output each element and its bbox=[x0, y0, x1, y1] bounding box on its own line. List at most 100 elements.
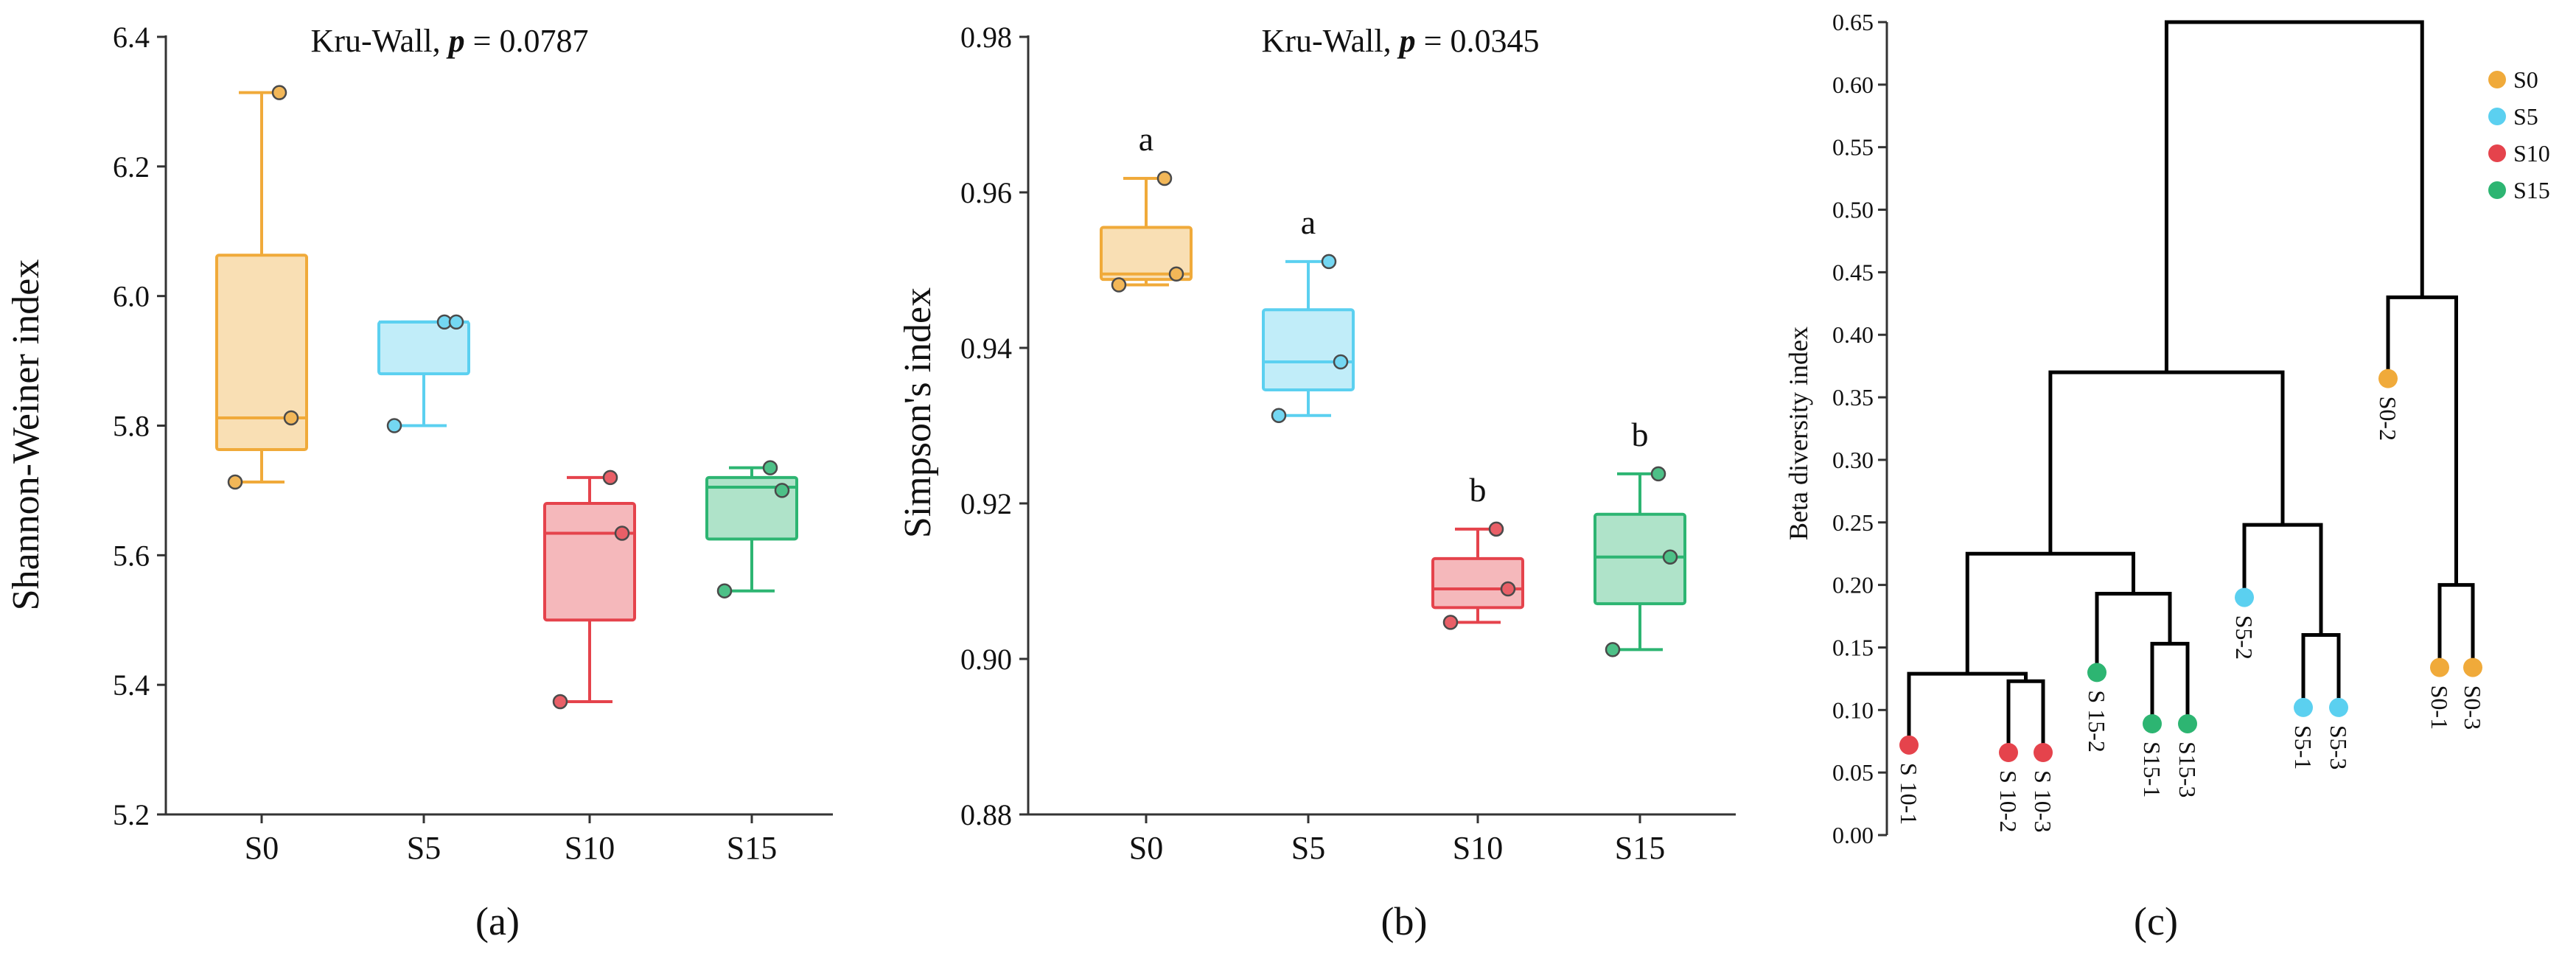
data-point bbox=[1650, 466, 1666, 482]
data-point bbox=[1271, 408, 1287, 424]
leaf-label: S 10-1 bbox=[1896, 763, 1922, 825]
y-tick-label: 0.35 bbox=[1832, 384, 1874, 411]
x-category-label: S10 bbox=[565, 830, 615, 866]
y-tick-label: 5.8 bbox=[113, 410, 150, 443]
y-tick-label: 6.2 bbox=[113, 150, 150, 184]
x-category-label: S0 bbox=[245, 830, 279, 866]
leaf-node-S0 bbox=[2463, 657, 2482, 677]
box-iqr bbox=[705, 475, 798, 541]
leaf-node-S10 bbox=[1999, 743, 2018, 763]
dendrogram-link bbox=[2386, 295, 2458, 585]
data-point bbox=[1605, 642, 1621, 657]
data-point bbox=[271, 85, 287, 100]
legend-label: S0 bbox=[2513, 66, 2538, 93]
x-category-label: S5 bbox=[407, 830, 441, 866]
y-tick-label: 0.98 bbox=[960, 21, 1012, 54]
leaf-node-S15 bbox=[2087, 663, 2106, 683]
y-tick-label: 5.2 bbox=[113, 798, 150, 831]
data-point bbox=[1500, 581, 1516, 597]
legend-marker-S5 bbox=[2488, 108, 2506, 125]
data-point bbox=[602, 469, 618, 486]
leaf-node-S15 bbox=[2143, 713, 2162, 733]
legend-marker-S10 bbox=[2488, 144, 2506, 162]
y-tick-label: 0.50 bbox=[1832, 197, 1874, 223]
y-tick-label: 0.15 bbox=[1832, 634, 1874, 660]
data-point bbox=[386, 418, 402, 433]
y-tick-label: 0.30 bbox=[1832, 447, 1874, 473]
leaf-node-S0 bbox=[2430, 657, 2449, 677]
data-point bbox=[774, 483, 790, 498]
legend-marker-S15 bbox=[2488, 181, 2506, 199]
dendrogram-link bbox=[2095, 591, 2172, 673]
leaf-label: S5-3 bbox=[2325, 725, 2352, 769]
panel-b-title: Kru-Wall, p = 0.0345 bbox=[1262, 23, 1540, 59]
data-point bbox=[552, 694, 568, 710]
data-point bbox=[1333, 354, 1349, 370]
leaf-label: S15-1 bbox=[2139, 741, 2165, 797]
dendrogram-link bbox=[2437, 583, 2475, 668]
dendrogram-link bbox=[2301, 632, 2341, 708]
y-tick-label: 0.65 bbox=[1832, 9, 1874, 35]
leaf-label: S5-2 bbox=[2231, 615, 2258, 660]
data-point bbox=[614, 526, 630, 541]
leaf-node-S5 bbox=[2329, 697, 2348, 717]
y-tick-label: 6.4 bbox=[113, 21, 150, 54]
y-tick-label: 0.60 bbox=[1832, 71, 1874, 98]
panel-c-letter: (c) bbox=[2134, 899, 2178, 943]
box-S15 bbox=[1594, 466, 1686, 657]
legend-marker-S0 bbox=[2488, 71, 2506, 88]
panel-c-dendrogram: Beta diversity index (c) 0.00 0.05 0.10 0.1… bbox=[1784, 9, 2550, 943]
data-point bbox=[448, 314, 464, 330]
leaf-label: S 10-2 bbox=[1995, 770, 2022, 832]
legend-label: S15 bbox=[2513, 177, 2550, 203]
significance-letter: b bbox=[1632, 416, 1649, 453]
leaf-label: S0-2 bbox=[2375, 397, 2401, 441]
box-S5 bbox=[1262, 254, 1355, 424]
leaf-node-S15 bbox=[2178, 713, 2197, 733]
data-point bbox=[1168, 266, 1184, 282]
box-iqr bbox=[1431, 556, 1524, 610]
dendrogram-link bbox=[1907, 671, 2028, 745]
y-tick-label: 0.55 bbox=[1832, 134, 1874, 161]
leaf-label: S 10-3 bbox=[2030, 770, 2056, 832]
dendrogram-link bbox=[2164, 20, 2424, 373]
significance-letter: b bbox=[1470, 471, 1487, 509]
panel-c-ylabel: Beta diversity index bbox=[1784, 327, 1813, 540]
panel-a-ylabel: Shannon-Weiner index bbox=[5, 259, 47, 611]
significance-letter: a bbox=[1139, 120, 1153, 158]
y-tick-label: 0.94 bbox=[960, 332, 1012, 365]
data-point bbox=[1488, 521, 1504, 537]
box-S0 bbox=[215, 85, 308, 490]
leaf-node-S5 bbox=[2294, 697, 2313, 717]
data-point bbox=[716, 583, 733, 598]
y-tick-label: 5.6 bbox=[113, 539, 150, 572]
leaf-node-S0 bbox=[2378, 369, 2398, 388]
data-point bbox=[762, 460, 778, 475]
panel-a-shannon: Kru-Wall, p = 0.0787 Shannon-Weiner inde… bbox=[5, 21, 833, 943]
box-iqr bbox=[1100, 226, 1193, 282]
legend-label: S5 bbox=[2513, 103, 2538, 130]
y-tick-label: 6.0 bbox=[113, 280, 150, 313]
box-iqr bbox=[543, 502, 636, 622]
y-tick-label: 0.90 bbox=[960, 643, 1012, 676]
leaf-node-S10 bbox=[2034, 743, 2053, 763]
panel-a-title: Kru-Wall, p = 0.0787 bbox=[311, 23, 589, 59]
significance-letter: a bbox=[1301, 203, 1316, 241]
box-iqr bbox=[215, 254, 308, 452]
dendrogram-link bbox=[1965, 551, 2135, 674]
box-S10 bbox=[1431, 521, 1524, 630]
box-S0 bbox=[1100, 170, 1193, 293]
data-point bbox=[1442, 615, 1459, 630]
box-iqr bbox=[1594, 512, 1686, 606]
y-tick-label: 0.00 bbox=[1832, 822, 1874, 848]
data-point bbox=[1662, 549, 1678, 565]
leaf-node-S5 bbox=[2235, 587, 2254, 607]
leaf-label: S0-3 bbox=[2460, 685, 2486, 730]
panel-b-letter: (b) bbox=[1381, 899, 1428, 943]
leaf-label: S0-1 bbox=[2426, 685, 2453, 730]
data-point bbox=[1321, 254, 1337, 270]
data-point bbox=[1111, 277, 1127, 293]
leaf-label: S 15-2 bbox=[2084, 690, 2110, 752]
leaf-label: S15-3 bbox=[2174, 741, 2201, 797]
